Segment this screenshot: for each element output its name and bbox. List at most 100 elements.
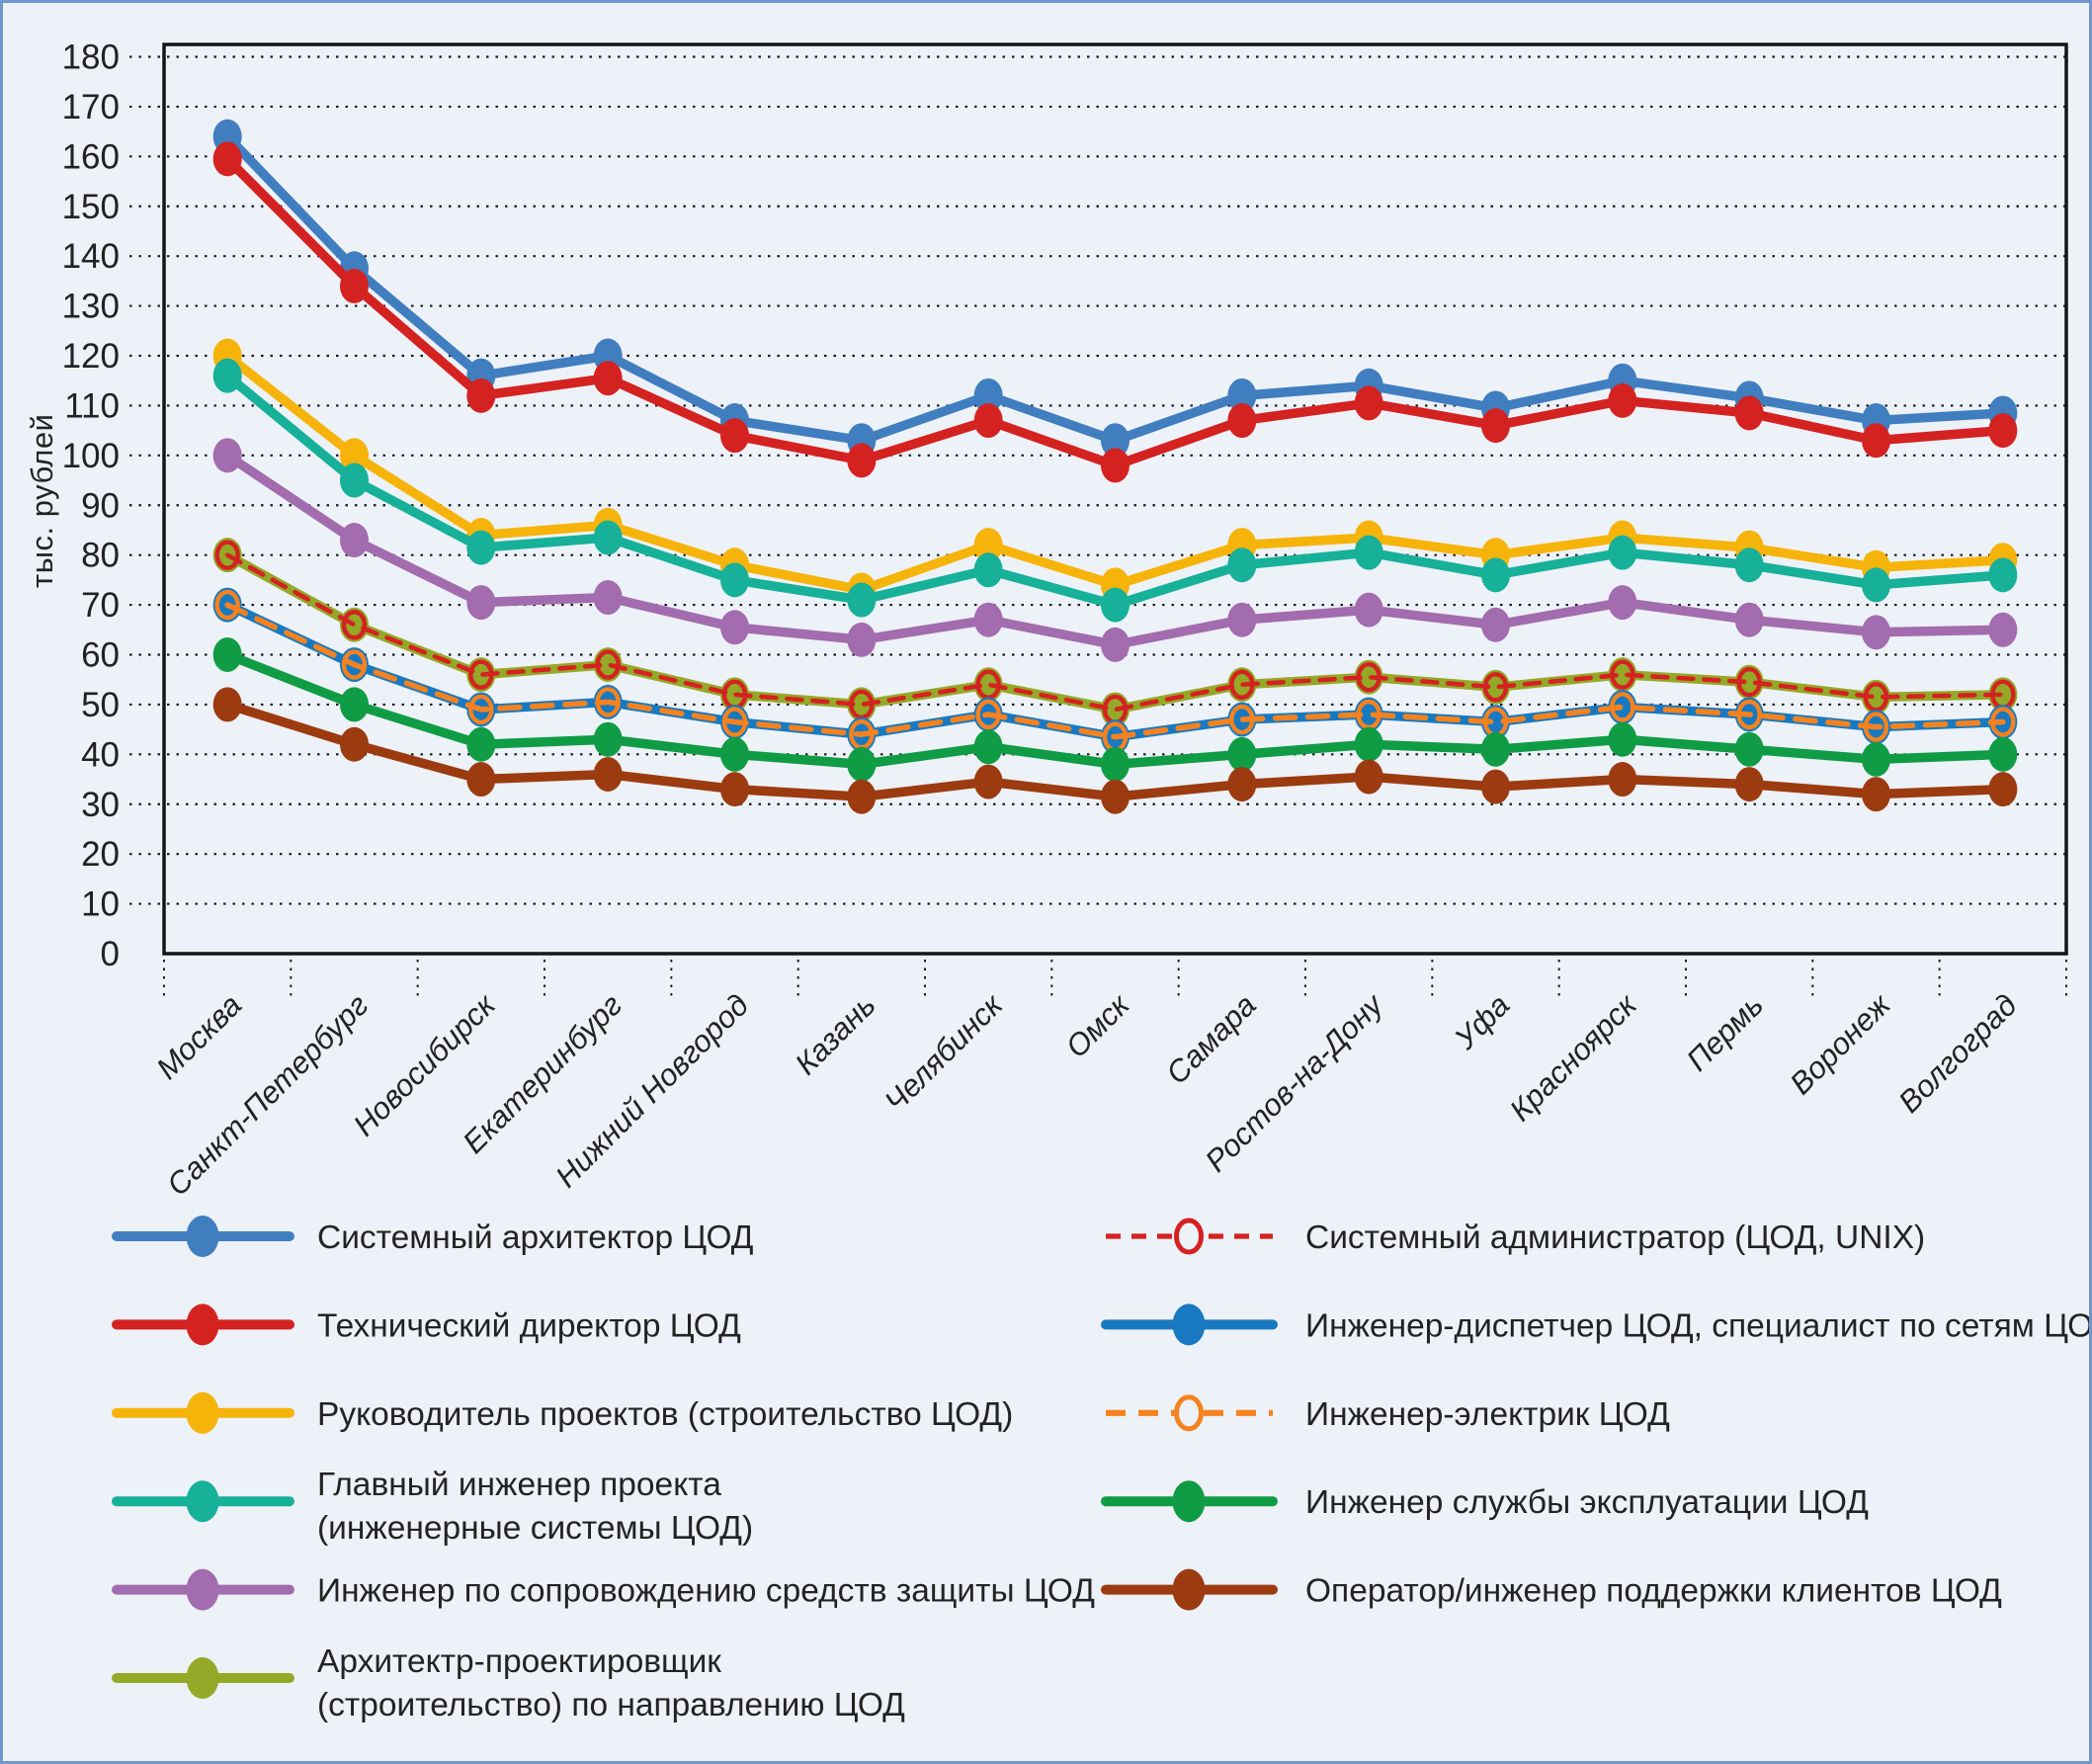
- series-marker-1: [1101, 448, 1130, 483]
- series-marker-9: [847, 746, 877, 782]
- series-marker-8: [341, 649, 368, 680]
- series-marker-10: [1734, 767, 1764, 802]
- series-marker-4: [1227, 602, 1257, 637]
- series-marker-1: [1608, 382, 1637, 418]
- series-marker-1: [1988, 413, 2018, 449]
- y-tick-label: 90: [81, 486, 120, 525]
- series-marker-3: [1101, 587, 1130, 623]
- legend-label-6: Системный администратор (ЦОД, UNIX): [1305, 1219, 1925, 1256]
- series-marker-9: [593, 721, 623, 757]
- y-tick-label: 20: [81, 835, 120, 874]
- y-tick-label: 30: [81, 786, 120, 824]
- series-marker-4: [1862, 615, 1890, 650]
- series-marker-1: [340, 268, 369, 303]
- y-tick-label: 40: [81, 735, 120, 774]
- series-marker-4: [973, 602, 1003, 637]
- series-marker-0: [1227, 378, 1257, 413]
- series-marker-8: [1736, 699, 1762, 730]
- series-marker-1: [1862, 423, 1890, 459]
- series-marker-9: [1988, 736, 2018, 772]
- series-marker-4: [466, 585, 496, 621]
- series-marker-3: [212, 358, 242, 393]
- series-marker-9: [720, 736, 749, 772]
- plot-frame: [162, 42, 2068, 956]
- y-tick-label: 160: [62, 137, 120, 176]
- series-marker-4: [720, 610, 749, 645]
- series-marker-0: [1101, 423, 1130, 459]
- x-tick-label: Воронеж: [1783, 986, 1897, 1101]
- series-marker-4: [1354, 592, 1383, 628]
- series-marker-1: [1354, 385, 1383, 421]
- series-marker-10: [466, 762, 496, 798]
- series-marker-3: [720, 562, 749, 598]
- series-marker-8: [1229, 704, 1255, 735]
- series-marker-4: [340, 523, 369, 558]
- series-marker-8: [468, 694, 494, 725]
- legend-swatch-dot-0: [186, 1216, 219, 1257]
- y-tick-label: 100: [62, 437, 120, 475]
- series-marker-4: [1101, 627, 1130, 662]
- legend-swatch-dot-7: [1172, 1303, 1206, 1346]
- series-marker-10: [1608, 762, 1637, 798]
- series-marker-3: [973, 552, 1003, 588]
- series-marker-6: [1229, 669, 1255, 700]
- legend-swatch-dot-3: [186, 1480, 219, 1523]
- series-marker-3: [847, 582, 877, 618]
- series-marker-4: [1608, 585, 1637, 621]
- legend-label-4: Инженер по сопровождению средств защиты …: [317, 1573, 1095, 1610]
- x-tick-label: Уфа: [1447, 987, 1516, 1056]
- series-marker-9: [1354, 726, 1383, 762]
- series-marker-4: [847, 622, 877, 657]
- y-tick-label: 10: [81, 885, 120, 924]
- x-tick-label: Москва: [149, 987, 248, 1086]
- series-marker-3: [1862, 567, 1890, 603]
- series-marker-1: [720, 418, 749, 454]
- legend-swatch-dot-8: [1174, 1394, 1204, 1432]
- y-tick-label: 80: [81, 537, 120, 575]
- series-line-6: [224, 552, 2006, 713]
- y-tick-label: 50: [81, 686, 120, 724]
- series-marker-9: [1608, 721, 1637, 757]
- series-marker-9: [1227, 736, 1257, 772]
- x-tick-label: Красноярск: [1503, 986, 1644, 1128]
- y-tick-label: 180: [62, 39, 120, 77]
- series-marker-8: [214, 589, 240, 621]
- y-tick-label: 70: [81, 586, 120, 625]
- series-marker-1: [1734, 395, 1764, 431]
- series-marker-3: [1988, 557, 2018, 593]
- series-marker-3: [340, 462, 369, 498]
- legend-swatch-dot-5: [186, 1657, 219, 1699]
- series-marker-3: [593, 520, 623, 555]
- legend-label-7: Инженер-диспетчер ЦОД, специалист по сет…: [1305, 1307, 2092, 1344]
- legend-label-5: (строительство) по направлению ЦОД: [317, 1687, 905, 1723]
- x-tick-label: Челябинск: [878, 986, 1010, 1119]
- y-tick-label: 130: [62, 288, 120, 326]
- series-marker-3: [1354, 535, 1383, 570]
- series-marker-4: [1734, 602, 1764, 637]
- series-marker-8: [1990, 707, 2016, 737]
- legend-swatch-dot-1: [186, 1303, 219, 1346]
- y-axis-title: тыс. рублей: [25, 413, 59, 588]
- legend-swatch-dot-9: [1172, 1480, 1206, 1523]
- series-marker-6: [1610, 659, 1635, 690]
- y-tick-label: 140: [62, 237, 120, 276]
- series-marker-10: [1227, 767, 1257, 802]
- series-marker-10: [1101, 779, 1130, 814]
- series-marker-3: [466, 530, 496, 565]
- series-marker-10: [1862, 777, 1890, 812]
- series-marker-1: [593, 361, 623, 396]
- legend-label-3: (инженерные системы ЦОД): [317, 1510, 753, 1547]
- legend-swatch-dot-6: [1174, 1218, 1204, 1255]
- x-tick-label: Самара: [1159, 987, 1263, 1091]
- series-marker-2: [340, 438, 369, 473]
- legend-swatch-dot-10: [1172, 1568, 1206, 1611]
- legend-swatch-dot-2: [186, 1391, 219, 1434]
- legend-label-10: Оператор/инженер поддержки клиентов ЦОД: [1305, 1573, 2002, 1610]
- series-marker-10: [720, 772, 749, 807]
- series-marker-10: [1481, 769, 1510, 804]
- series-marker-4: [1988, 612, 2018, 647]
- series-marker-1: [847, 443, 877, 478]
- series-marker-10: [1354, 759, 1383, 795]
- series-marker-3: [1608, 535, 1637, 570]
- y-tick-label: 60: [81, 636, 120, 675]
